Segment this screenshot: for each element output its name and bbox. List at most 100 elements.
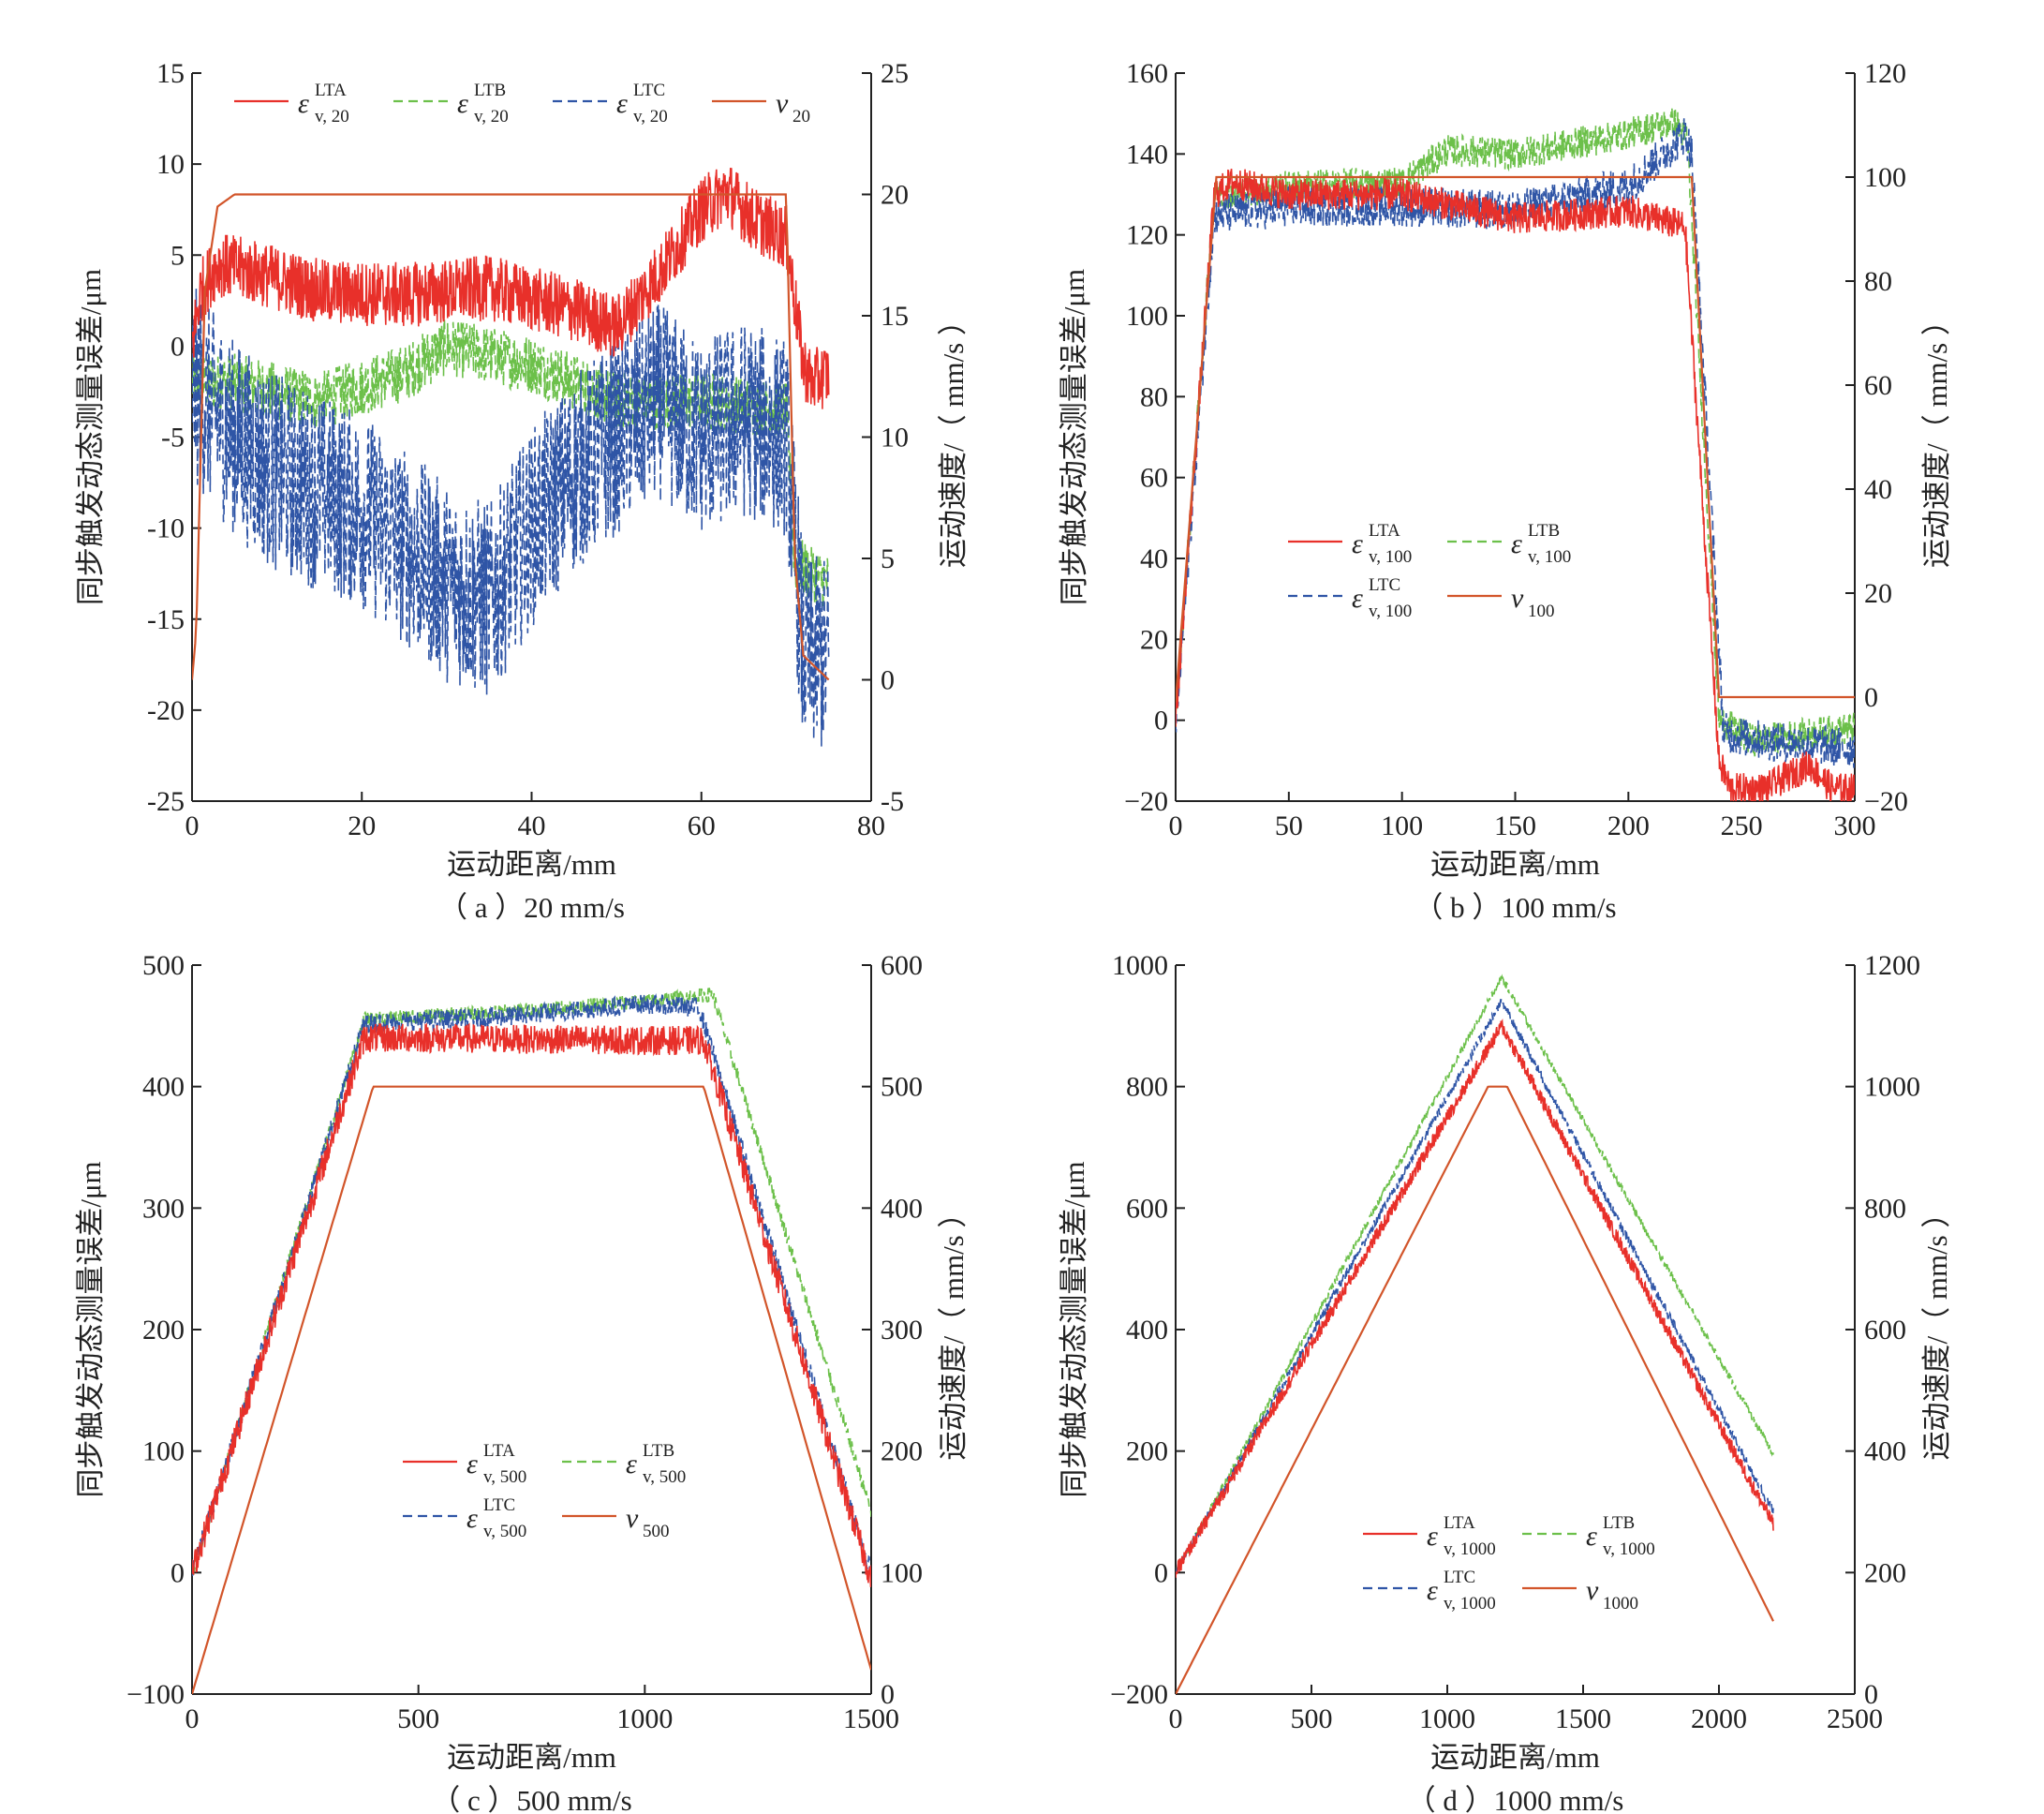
legend-subscript: v, 20 xyxy=(633,107,668,126)
x-tick-label: 0 xyxy=(1169,810,1183,841)
y-tick-label-left: 500 xyxy=(142,950,185,981)
y-axis-label-left: 同步触发动态测量误差/μm xyxy=(1058,269,1090,605)
y-tick-label-left: 20 xyxy=(1140,624,1168,655)
legend-symbol: v xyxy=(626,1503,639,1534)
y-tick-label-right: 200 xyxy=(881,1436,923,1467)
y-tick-label-left: 200 xyxy=(142,1315,185,1346)
legend-symbol: ε xyxy=(467,1449,478,1479)
legend-symbol: ε xyxy=(298,88,309,119)
y-tick-label-left: 140 xyxy=(1126,139,1168,170)
y-axis-label-right: 运动速度/（ mm/s ） xyxy=(937,306,970,568)
y-tick-label-left: −100 xyxy=(126,1679,185,1710)
y-tick-label-left: −200 xyxy=(1110,1679,1168,1710)
legend-subscript: v, 100 xyxy=(1369,547,1412,567)
legend-superscript: LTB xyxy=(1528,521,1560,541)
x-tick-label: 0 xyxy=(185,1703,200,1734)
y-tick-label-left: 400 xyxy=(142,1072,185,1103)
legend-subscript: v, 20 xyxy=(474,107,509,126)
panel-d: 0 500 1000 1500 2000 250010008006004002000−20… xyxy=(1058,950,1953,1814)
legend-subscript: v, 500 xyxy=(643,1467,686,1487)
y-tick-label-left: 40 xyxy=(1140,543,1168,574)
y-tick-label-right: 15 xyxy=(881,301,909,332)
series-v-line xyxy=(1176,175,1855,703)
x-tick-label: 60 xyxy=(688,810,716,841)
x-tick-label: 1000 xyxy=(616,1703,673,1734)
y-axis-label-right: 运动速度/（ mm/s ） xyxy=(1920,306,1953,568)
y-tick-label-right: 400 xyxy=(1864,1436,1906,1467)
x-tick-label: 1000 xyxy=(1419,1703,1475,1734)
y-tick-label-right: 200 xyxy=(1864,1557,1906,1588)
x-tick-label: 150 xyxy=(1494,810,1536,841)
y-tick-label-left: -10 xyxy=(147,513,185,544)
legend-subscript: v, 500 xyxy=(483,1522,526,1541)
x-tick-label: 500 xyxy=(1291,1703,1333,1734)
y-tick-label-right: 0 xyxy=(881,1679,895,1710)
y-tick-label-left: -15 xyxy=(147,604,185,635)
legend-superscript: LTC xyxy=(1444,1568,1475,1587)
legend-symbol: ε xyxy=(467,1503,478,1534)
series-v-line xyxy=(192,1085,871,1694)
legend-subscript: 500 xyxy=(643,1522,670,1541)
y-tick-label-left: 800 xyxy=(1126,1072,1168,1103)
legend-superscript: LTA xyxy=(1444,1513,1475,1533)
y-tick-label-left: 100 xyxy=(142,1436,185,1467)
legend-symbol: ε xyxy=(1427,1521,1438,1552)
y-tick-label-left: 1000 xyxy=(1112,950,1168,981)
panel-c: 0 500 1000 15005004003002001000−10060050040… xyxy=(74,950,970,1814)
series-lta-line xyxy=(1176,1018,1774,1578)
legend-superscript: LTB xyxy=(474,81,506,100)
x-tick-label: 2500 xyxy=(1827,1703,1883,1734)
x-axis-label: 运动距离/mm xyxy=(447,1741,616,1774)
legend-symbol: ε xyxy=(616,88,628,119)
panel-caption: （ d ）1000 mm/s xyxy=(1407,1784,1624,1814)
x-tick-label: 50 xyxy=(1275,810,1303,841)
legend-subscript: 1000 xyxy=(1603,1594,1638,1613)
y-tick-label-right: 300 xyxy=(881,1315,923,1346)
x-tick-label: 0 xyxy=(185,810,200,841)
series-v-line xyxy=(192,193,830,681)
y-tick-label-right: 100 xyxy=(1864,162,1906,193)
y-tick-label-right: 800 xyxy=(1864,1193,1906,1224)
y-tick-label-left: 15 xyxy=(156,58,185,89)
series-lta-line xyxy=(1176,168,1855,801)
y-tick-label-right: 600 xyxy=(1864,1315,1906,1346)
panel-caption: （ a ）20 mm/s xyxy=(438,891,625,924)
y-tick-label-left: -25 xyxy=(147,786,185,817)
legend-symbol: v xyxy=(776,88,789,119)
legend-subscript: v, 1000 xyxy=(1444,1594,1496,1613)
legend-symbol: ε xyxy=(626,1449,637,1479)
y-tick-label-right: 0 xyxy=(1864,682,1878,713)
panel-caption: （ b ）100 mm/s xyxy=(1414,891,1616,924)
panel-a: 0 20 40 60 80 15 10 5 0 -5 -10 -15 -20 -25 25 20 15 10 5 0 -… xyxy=(74,58,970,924)
series-lta-line xyxy=(192,168,830,409)
y-tick-label-right: 400 xyxy=(881,1193,923,1224)
x-axis-label: 运动距离/mm xyxy=(447,848,616,881)
y-tick-label-left: -5 xyxy=(161,423,185,454)
x-tick-label: 40 xyxy=(518,810,546,841)
legend-superscript: LTA xyxy=(315,81,347,100)
legend-subscript: 20 xyxy=(792,107,810,126)
legend-superscript: LTC xyxy=(1369,575,1400,595)
y-axis-label-right: 运动速度/（ mm/s ） xyxy=(1920,1198,1953,1460)
x-axis-label: 运动距离/mm xyxy=(1430,1741,1600,1774)
legend-symbol: ε xyxy=(1511,528,1522,559)
legend-symbol: ε xyxy=(457,88,468,119)
legend-symbol: v xyxy=(1586,1575,1599,1606)
panel-caption: （ c ）500 mm/s xyxy=(431,1784,631,1814)
series-ltc-line xyxy=(192,993,871,1579)
series-ltb-line xyxy=(192,988,871,1576)
series-lta-line xyxy=(192,1022,871,1587)
y-tick-label-right: 25 xyxy=(881,58,909,89)
y-tick-label-right: 40 xyxy=(1864,474,1892,505)
y-tick-label-right: 1000 xyxy=(1864,1072,1920,1103)
legend-symbol: ε xyxy=(1352,528,1363,559)
legend-superscript: LTC xyxy=(633,81,665,100)
y-tick-label-right: 100 xyxy=(881,1557,923,1588)
legend-subscript: v, 1000 xyxy=(1603,1539,1655,1559)
y-tick-label-right: 80 xyxy=(1864,266,1892,297)
legend-subscript: 100 xyxy=(1528,602,1555,621)
legend-subscript: v, 20 xyxy=(315,107,349,126)
